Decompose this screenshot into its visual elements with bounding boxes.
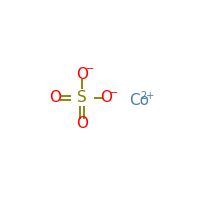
Text: O: O — [76, 67, 88, 82]
Text: O: O — [76, 116, 88, 131]
Text: −: − — [110, 88, 118, 98]
Text: O: O — [100, 90, 112, 105]
Text: S: S — [77, 90, 87, 105]
Text: O: O — [49, 90, 61, 105]
Text: −: − — [86, 64, 94, 74]
Text: Co: Co — [129, 93, 149, 108]
Text: 2+: 2+ — [140, 91, 155, 101]
